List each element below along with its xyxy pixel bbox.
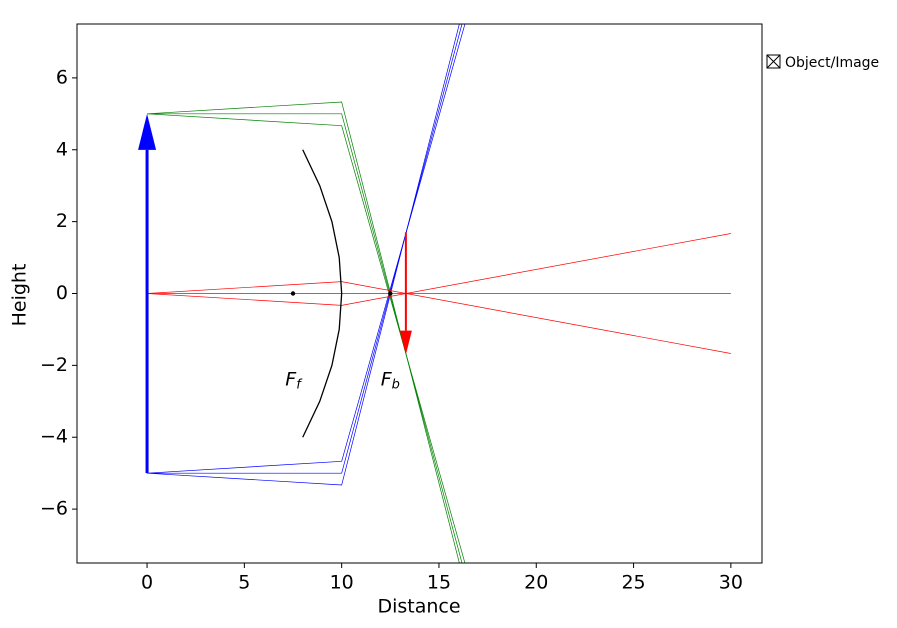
x-tick-label: 0 bbox=[141, 572, 153, 594]
y-tick-label: 4 bbox=[56, 138, 68, 160]
ray bbox=[147, 24, 463, 474]
legend: Object/Image bbox=[766, 54, 879, 71]
x-tick-label: 10 bbox=[330, 572, 354, 594]
ray bbox=[147, 113, 463, 563]
ray bbox=[147, 24, 466, 474]
x-tick-label: 30 bbox=[719, 572, 743, 594]
annotation: Ff bbox=[285, 368, 303, 392]
ray bbox=[147, 233, 731, 306]
annotation-text: F bbox=[285, 368, 297, 390]
ray bbox=[302, 149, 343, 438]
x-tick-label: 5 bbox=[238, 572, 250, 594]
ray bbox=[147, 24, 460, 486]
plot-area bbox=[138, 24, 731, 563]
x-tick-label: 15 bbox=[427, 572, 451, 594]
y-tick-label: −4 bbox=[40, 426, 68, 448]
y-tick-label: −2 bbox=[40, 354, 68, 376]
legend-label: Object/Image bbox=[785, 55, 879, 71]
ray bbox=[147, 101, 460, 563]
annotation: Fb bbox=[381, 368, 400, 392]
ray bbox=[147, 113, 466, 563]
arrow-head bbox=[399, 330, 412, 355]
focal-point bbox=[388, 291, 393, 296]
ray bbox=[147, 281, 731, 354]
arrow bbox=[399, 232, 412, 355]
annotation-subscript: b bbox=[392, 377, 400, 392]
y-tick-label: 0 bbox=[56, 282, 68, 304]
y-tick-label: 2 bbox=[56, 210, 68, 232]
legend-icon bbox=[766, 54, 781, 69]
annotation-subscript: f bbox=[296, 377, 303, 392]
annotation-text: F bbox=[381, 368, 393, 390]
y-tick-label: −6 bbox=[40, 498, 68, 520]
arrow-head bbox=[138, 113, 157, 150]
y-axis-label: Height bbox=[9, 264, 31, 327]
x-tick-label: 25 bbox=[621, 572, 645, 594]
y-tick-label: 6 bbox=[56, 66, 68, 88]
legend-icon bbox=[766, 54, 781, 69]
focal-point bbox=[290, 291, 296, 296]
x-tick-label: 20 bbox=[524, 572, 548, 594]
arrow bbox=[138, 113, 157, 474]
x-axis-label: Distance bbox=[377, 596, 460, 618]
